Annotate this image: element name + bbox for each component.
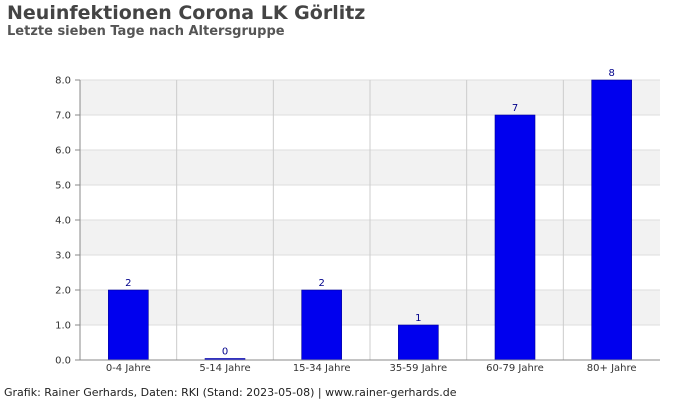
- x-tick-label: 80+ Jahre: [587, 363, 637, 374]
- axes: [75, 79, 660, 361]
- data-label: 2: [125, 278, 131, 289]
- bar: [591, 79, 632, 361]
- x-tick-label: 60-79 Jahre: [486, 363, 544, 374]
- footer-credits: Grafik: Rainer Gerhards, Daten: RKI (Sta…: [4, 386, 457, 399]
- y-tick-label: 6.0: [55, 146, 71, 157]
- chart-subtitle: Letzte sieben Tage nach Altersgruppe: [7, 24, 285, 39]
- data-label: 8: [608, 68, 614, 79]
- bar: [301, 289, 342, 361]
- x-tick-labels: 0-4 Jahre 5-14 Jahre 15-34 Jahre 35-59 Jahr…: [106, 363, 637, 374]
- bar: [494, 114, 536, 361]
- data-label: 0: [222, 347, 228, 358]
- x-tick-label: 5-14 Jahre: [199, 363, 250, 374]
- data-labels: 2 0 2 1 7 8: [125, 68, 615, 358]
- y-tick-label: 5.0: [55, 181, 71, 192]
- y-tick-label: 0.0: [55, 356, 71, 367]
- x-tick-label: 15-34 Jahre: [293, 363, 351, 374]
- x-tick-label: 0-4 Jahre: [106, 363, 151, 374]
- vertical-gridlines: [176, 80, 564, 360]
- y-tick-labels: 0.0 1.0 2.0 3.0 4.0 5.0 6.0 7.0 8.0: [55, 76, 71, 367]
- bar: [108, 289, 149, 361]
- data-label: 7: [512, 103, 518, 114]
- data-label: 1: [415, 313, 421, 324]
- bar: [398, 324, 439, 361]
- data-label: 2: [318, 278, 324, 289]
- y-tick-label: 1.0: [55, 321, 71, 332]
- chart-title: Neuinfektionen Corona LK Görlitz: [7, 2, 366, 24]
- y-tick-label: 2.0: [55, 286, 71, 297]
- y-tick-label: 4.0: [55, 216, 71, 227]
- y-tick-label: 7.0: [55, 111, 71, 122]
- x-tick-label: 35-59 Jahre: [389, 363, 447, 374]
- y-tick-label: 8.0: [55, 76, 71, 87]
- y-tick-label: 3.0: [55, 251, 71, 262]
